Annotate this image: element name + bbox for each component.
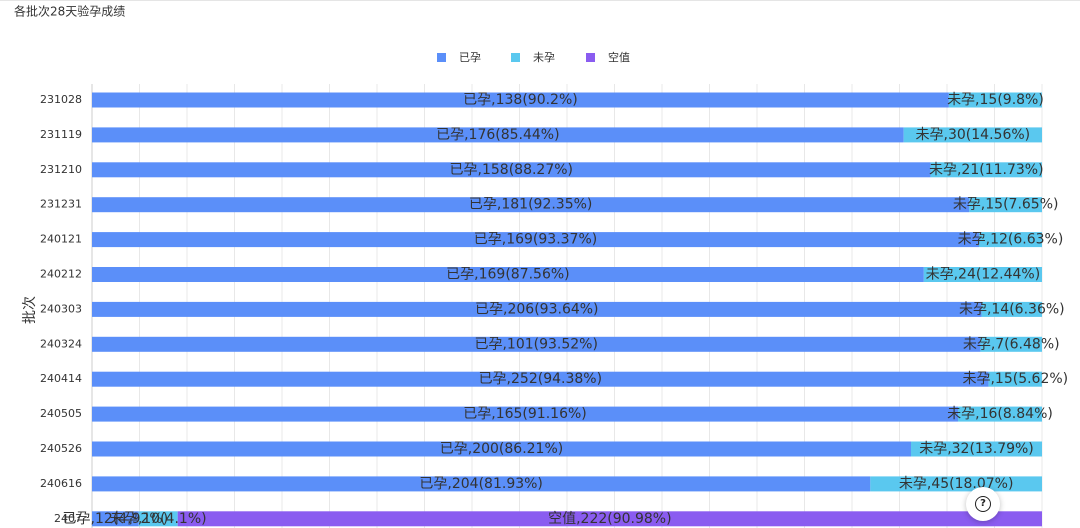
- data-label: 已孕,200(86.21%): [440, 441, 563, 457]
- data-label: 未孕,12(6.63%): [958, 232, 1064, 248]
- bar-segment: [969, 197, 1042, 213]
- bar-segment: [92, 476, 871, 492]
- bar-segment: [923, 267, 1042, 282]
- y-tick-label: 231119: [40, 128, 82, 141]
- bar-segment: [870, 476, 1042, 492]
- bar-segment: [948, 92, 1042, 108]
- data-label: 未孕,21(11.73%): [929, 162, 1044, 178]
- bar-segment: [92, 162, 931, 178]
- legend-label: 已孕: [459, 51, 481, 64]
- data-label: 未孕,45(18.07%): [899, 476, 1014, 492]
- bar-segment: [988, 371, 1042, 387]
- bar-segment: [903, 127, 1042, 143]
- bar-segment: [980, 336, 1042, 352]
- legend-label: 未孕: [533, 51, 555, 64]
- bar-segment: [981, 301, 1042, 317]
- data-label: 未孕,7(6.48%): [963, 336, 1060, 352]
- bar-segment: [177, 511, 1042, 527]
- bar-segment: [138, 511, 178, 527]
- y-tick-label: 240616: [40, 477, 82, 490]
- bar-segment: [910, 441, 1042, 457]
- data-label: 未孕,10(4.1%): [110, 511, 207, 527]
- y-tick-label: 231210: [40, 163, 82, 176]
- data-label: 已孕,101(93.52%): [474, 336, 597, 352]
- legend-swatch: [511, 53, 520, 62]
- data-label: 已孕,158(88.27%): [450, 162, 573, 178]
- bar-segment: [92, 406, 959, 422]
- y-tick-label: 240526: [40, 442, 82, 455]
- bar-segment: [930, 162, 1042, 178]
- data-label: 未孕,16(8.84%): [947, 406, 1053, 422]
- help-button[interactable]: ?: [966, 487, 1000, 521]
- bar-segment: [92, 197, 970, 213]
- data-label: 空值,222(90.98%): [548, 511, 671, 527]
- y-tick-label: 240303: [40, 302, 82, 315]
- data-label: 已孕,176(85.44%): [436, 127, 559, 143]
- bar-segment: [92, 267, 924, 282]
- help-icon: ?: [975, 496, 991, 512]
- y-tick-label: 240505: [40, 407, 82, 420]
- legend-label: 空值: [608, 50, 630, 64]
- data-label: 已孕,165(91.16%): [463, 406, 586, 422]
- data-label: 已孕,252(94.38%): [479, 371, 602, 387]
- y-tick-label: 240414: [40, 372, 82, 385]
- data-label: 未孕,15(7.65%): [953, 197, 1059, 213]
- y-tick-label: 240121: [40, 233, 82, 246]
- data-label: 已孕,12(4.92%): [63, 511, 169, 527]
- y-axis-title: 批次: [22, 296, 38, 324]
- data-label: 已孕,138(90.2%): [463, 92, 578, 108]
- bar-segment: [92, 371, 989, 387]
- data-label: 未孕,15(9.8%): [947, 92, 1044, 108]
- y-tick-label: 231028: [40, 93, 82, 106]
- data-label: 未孕,24(12.44%): [926, 267, 1041, 283]
- data-label: 未孕,32(13.79%): [919, 441, 1034, 457]
- bar-segment: [92, 336, 981, 352]
- legend-swatch: [586, 53, 595, 62]
- y-tick-label: 231231: [40, 198, 82, 211]
- legend-swatch: [437, 53, 446, 62]
- data-label: 已孕,169(93.37%): [474, 232, 597, 248]
- y-tick-label: 2407: [54, 512, 82, 525]
- bar-segment: [92, 92, 949, 108]
- data-label: 已孕,206(93.64%): [475, 301, 598, 317]
- bar-segment: [958, 406, 1042, 422]
- y-tick-label: 240212: [40, 268, 82, 281]
- bar-segment: [979, 232, 1042, 248]
- bar-segment: [92, 232, 980, 248]
- y-tick-label: 240324: [40, 337, 82, 350]
- chart-title: 各批次28天验孕成绩: [14, 4, 125, 19]
- data-label: 已孕,169(87.56%): [446, 267, 569, 283]
- data-label: 未孕,14(6.36%): [959, 301, 1065, 317]
- bar-segment: [92, 441, 911, 457]
- bar-segment: [92, 511, 139, 527]
- bar-segment: [92, 127, 904, 143]
- data-label: 已孕,204(81.93%): [419, 476, 542, 492]
- bar-segment: [92, 301, 982, 317]
- data-label: 未孕,30(14.56%): [916, 127, 1031, 143]
- data-label: 未孕,15(5.62%): [962, 371, 1068, 387]
- data-label: 已孕,181(92.35%): [469, 197, 592, 213]
